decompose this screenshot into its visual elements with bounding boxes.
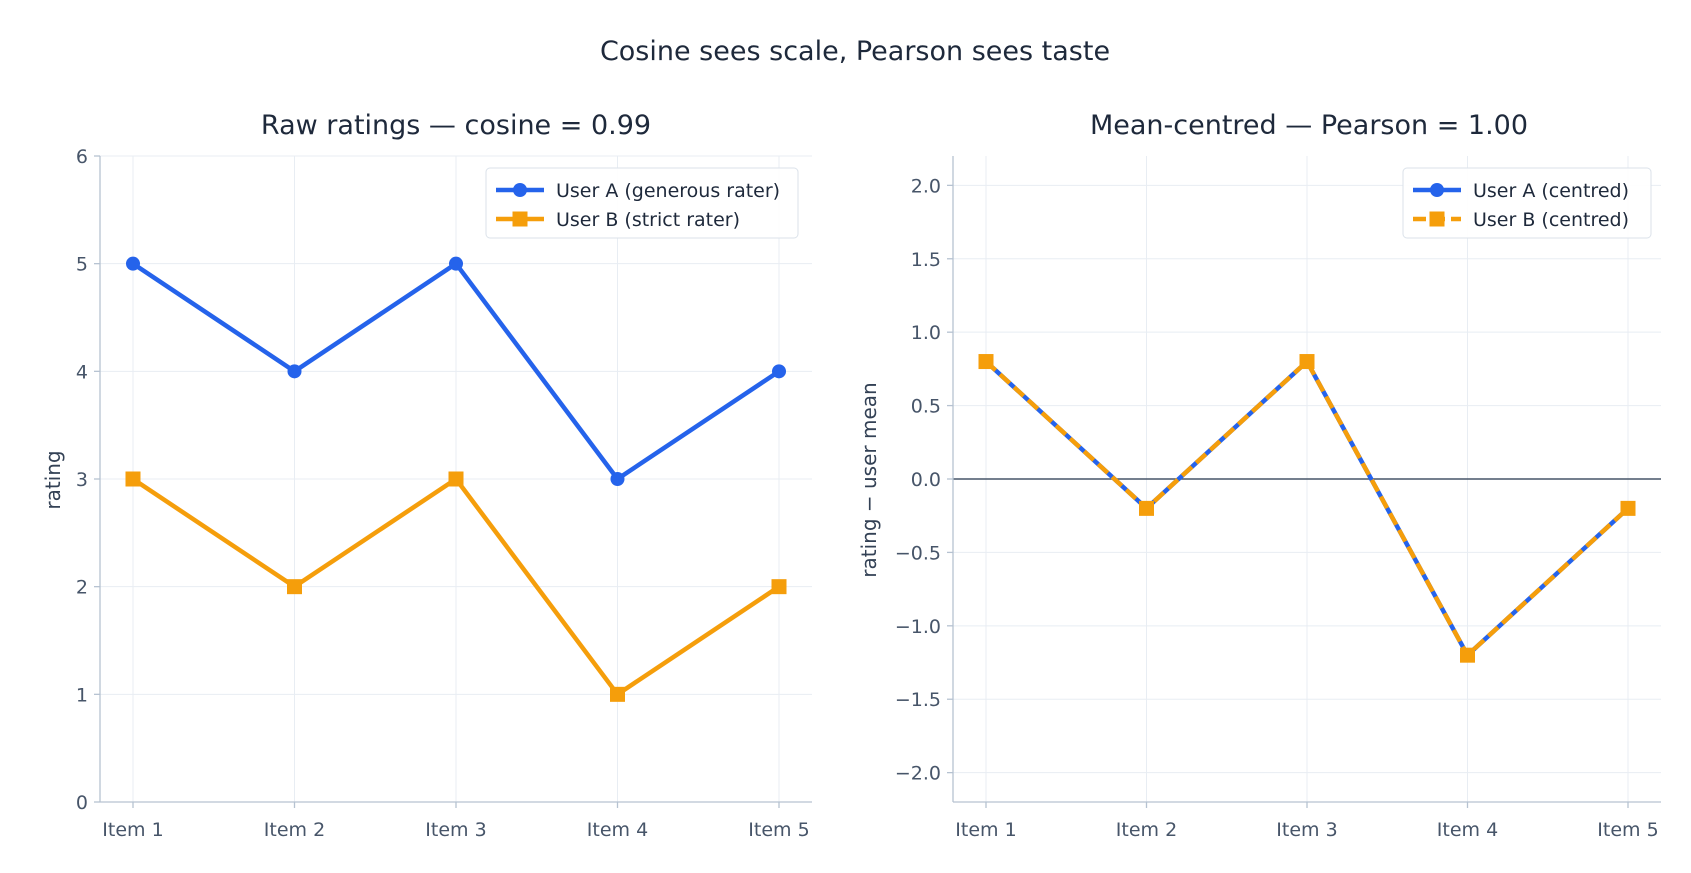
x-tick-label: Item 5 (748, 819, 809, 841)
y-tick-label: 0.0 (911, 469, 941, 491)
legend-centred: User A (centred) User B (centred) (1402, 167, 1652, 239)
panel-raw-ratings-title: Raw ratings — cosine = 0.99 (261, 110, 651, 141)
panel-raw-ratings: Raw ratings — cosine = 0.99 rating 0 1 2 3 4… (41, 110, 812, 841)
legend-swatch-square (512, 211, 528, 227)
x-tick-label: Item 3 (1276, 819, 1337, 841)
x-tick-label: Item 4 (587, 819, 648, 841)
legend-raw: User A (generous rater) User B (strict ra… (485, 167, 799, 239)
x-tick-label: Item 4 (1437, 819, 1498, 841)
data-point-square (978, 354, 994, 370)
legend-swatch-square (1429, 211, 1445, 227)
panel-raw-ratings-ylabel: rating (41, 450, 65, 509)
x-tick-label: Item 2 (264, 819, 325, 841)
data-point-square (1299, 354, 1315, 370)
legend-swatch-circle (513, 183, 527, 197)
y-tick-label: −1.0 (895, 616, 941, 638)
data-point-circle (287, 364, 302, 379)
legend-box (485, 167, 799, 239)
y-tick-label: 2.0 (911, 175, 941, 197)
figure-title: Cosine sees scale, Pearson sees taste (600, 36, 1110, 67)
y-tick-label: −0.5 (895, 542, 941, 564)
series-raw-user-b (125, 471, 787, 702)
y-tick-label: 0 (76, 792, 88, 814)
data-point-square (1139, 500, 1154, 516)
y-tick-label: 3 (76, 469, 88, 491)
y-tick-label: 1 (76, 684, 88, 706)
data-point-circle (449, 256, 463, 271)
legend-label: User B (centred) (1473, 209, 1629, 231)
y-tick-label: 2 (76, 577, 88, 599)
legend-label: User A (centred) (1473, 180, 1629, 202)
legend-swatch-circle (1430, 183, 1444, 197)
y-tick-label: −1.5 (895, 689, 941, 711)
data-point-square (1460, 647, 1475, 663)
data-point-circle (772, 364, 786, 379)
data-point-square (610, 686, 625, 702)
data-point-square (448, 471, 464, 487)
data-point-square (1620, 500, 1636, 516)
series-centred-user-b (978, 354, 1636, 663)
x-tick-label: Item 2 (1116, 819, 1177, 841)
series-line (984, 359, 1630, 658)
data-point-circle (610, 472, 625, 486)
x-tick-label: Item 1 (102, 819, 163, 841)
data-point-square (287, 579, 302, 595)
legend-box (1402, 167, 1652, 239)
y-tick-label: 0.5 (911, 396, 941, 418)
legend-label: User B (strict rater) (556, 209, 740, 231)
legend-label: User A (generous rater) (556, 180, 780, 202)
data-point-square (125, 471, 141, 487)
data-point-circle (126, 256, 140, 271)
panel-mean-centred-ylabel: rating − user mean (857, 382, 881, 577)
data-point-square (771, 579, 787, 595)
panel-mean-centred-title: Mean-centred — Pearson = 1.00 (1090, 110, 1528, 141)
y-tick-label: −2.0 (895, 763, 941, 785)
y-tick-label: 5 (76, 254, 88, 276)
y-tick-label: 4 (76, 361, 88, 383)
panel-mean-centred: Mean-centred — Pearson = 1.00 rating − u… (857, 110, 1661, 841)
x-tick-label: Item 1 (955, 819, 1016, 841)
x-tick-label: Item 5 (1597, 819, 1658, 841)
x-tick-label: Item 3 (425, 819, 486, 841)
series-raw-user-a (126, 256, 786, 486)
y-tick-label: 6 (76, 146, 88, 168)
y-tick-label: 1.5 (911, 249, 941, 271)
y-tick-label: 1.0 (911, 322, 941, 344)
